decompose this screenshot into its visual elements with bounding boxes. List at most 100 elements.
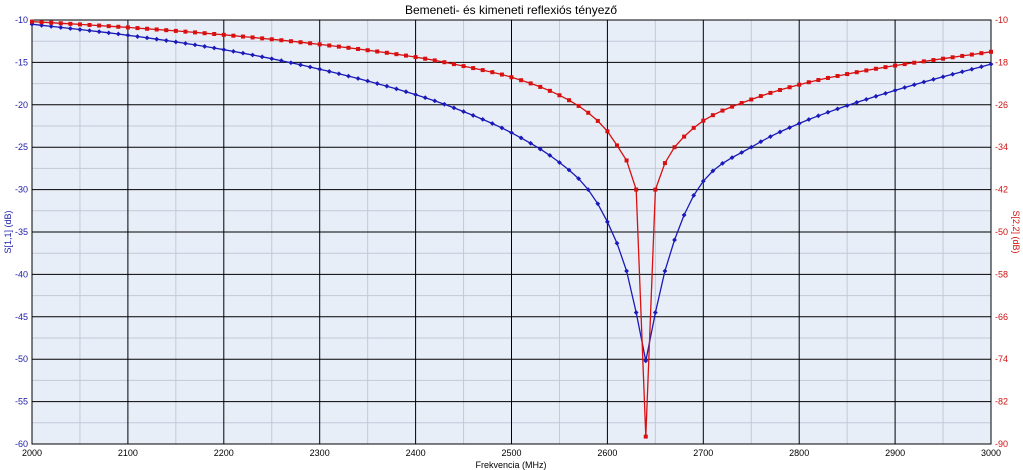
data-point-s-2-2-db (960, 53, 965, 58)
data-point-s-2-2-db (989, 49, 993, 54)
data-point-s-1-1-db (557, 160, 562, 165)
data-point-s-1-1-db (729, 155, 735, 160)
data-point-s-1-1-db (403, 89, 409, 95)
data-point-s-1-1-db (230, 48, 236, 54)
data-point-s-1-1-db (451, 105, 457, 111)
data-point-s-1-1-db (87, 28, 92, 34)
data-point-s-2-2-db (49, 20, 54, 25)
data-point-s-1-1-db (633, 310, 639, 315)
data-point-s-1-1-db (326, 69, 332, 74)
data-point-s-1-1-db (700, 178, 706, 184)
x-tick-label: 2600 (597, 448, 617, 458)
data-point-s-2-2-db (749, 97, 754, 102)
y-tick-label-left: -55 (15, 397, 28, 407)
data-point-s-1-1-db (441, 101, 447, 107)
y-tick-label-right: -26 (995, 100, 1008, 110)
data-point-s-1-1-db (595, 201, 601, 207)
data-point-s-2-2-db (461, 64, 466, 69)
data-point-s-2-2-db (499, 72, 504, 77)
data-point-s-1-1-db (221, 47, 227, 53)
data-point-s-1-1-db (298, 62, 303, 68)
data-point-s-2-2-db (394, 52, 399, 57)
data-point-s-2-2-db (634, 187, 639, 192)
data-point-s-2-2-db (816, 78, 821, 83)
data-point-s-1-1-db (528, 140, 534, 146)
data-point-s-2-2-db (567, 98, 572, 103)
data-point-s-1-1-db (48, 23, 54, 29)
data-point-s-1-1-db (154, 36, 160, 42)
x-tick-label: 2400 (406, 448, 426, 458)
data-point-s-2-2-db (931, 58, 936, 63)
data-point-s-2-2-db (240, 34, 245, 39)
data-point-s-1-1-db (681, 212, 687, 218)
data-point-s-2-2-db (404, 53, 409, 58)
data-point-s-2-2-db (58, 21, 63, 26)
data-point-s-1-1-db (259, 54, 265, 60)
x-axis-label: Frekvencia (MHz) (475, 460, 546, 470)
data-point-s-2-2-db (298, 40, 303, 45)
data-point-s-2-2-db (384, 50, 389, 55)
data-point-s-2-2-db (212, 32, 217, 37)
data-point-s-2-2-db (547, 88, 552, 93)
data-point-s-2-2-db (97, 23, 102, 28)
data-point-s-2-2-db (941, 56, 946, 61)
y-tick-label-right: -10 (995, 15, 1008, 25)
data-point-s-1-1-db (921, 79, 927, 85)
data-point-s-2-2-db (308, 41, 313, 46)
y-tick-label-right: -34 (995, 142, 1008, 152)
data-point-s-2-2-db (519, 78, 524, 83)
data-point-s-1-1-db (547, 152, 553, 158)
data-point-s-2-2-db (317, 42, 322, 47)
data-point-s-1-1-db (758, 139, 764, 145)
x-tick-label: 2200 (214, 448, 234, 458)
data-point-s-2-2-db (269, 37, 274, 42)
data-point-s-2-2-db (691, 125, 696, 130)
data-point-s-1-1-db (125, 32, 131, 38)
major-grid (32, 20, 991, 444)
data-point-s-2-2-db (288, 39, 293, 44)
data-point-s-1-1-db (777, 129, 783, 135)
data-point-s-2-2-db (720, 108, 725, 113)
data-point-s-1-1-db (365, 78, 371, 84)
data-point-s-2-2-db (509, 75, 514, 80)
y-tick-label-right: -50 (995, 227, 1008, 237)
data-point-s-1-1-db (720, 161, 725, 166)
data-point-s-2-2-db (969, 52, 974, 57)
y-tick-label-left: -40 (15, 269, 28, 279)
data-point-s-2-2-db (413, 55, 418, 60)
data-point-s-1-1-db (336, 71, 342, 77)
data-point-s-1-1-db (499, 125, 505, 131)
data-point-s-2-2-db (806, 80, 811, 85)
data-point-s-2-2-db (39, 20, 44, 25)
data-point-s-2-2-db (797, 82, 802, 87)
data-point-s-1-1-db (815, 113, 821, 119)
data-point-s-1-1-db (346, 73, 351, 79)
data-point-s-1-1-db (537, 146, 543, 152)
data-point-s-1-1-db (873, 93, 879, 99)
data-point-s-2-2-db (471, 66, 476, 71)
data-point-s-2-2-db (643, 434, 648, 439)
data-point-s-2-2-db (653, 187, 658, 192)
data-point-s-1-1-db (931, 76, 936, 82)
data-point-s-1-1-db (163, 38, 169, 43)
data-point-s-2-2-db (624, 158, 629, 163)
data-point-s-2-2-db (921, 59, 926, 64)
x-tick-label: 2300 (310, 448, 330, 458)
data-point-s-1-1-db (576, 176, 582, 182)
data-point-s-2-2-db (327, 43, 332, 48)
data-point-s-2-2-db (145, 26, 150, 31)
data-point-s-2-2-db (864, 68, 869, 73)
data-point-s-2-2-db (336, 44, 341, 49)
x-tick-label: 2100 (118, 448, 138, 458)
y-tick-label-left: -25 (15, 142, 28, 152)
data-point-s-2-2-db (77, 22, 82, 27)
data-point-s-2-2-db (778, 87, 783, 92)
data-point-s-1-1-db (509, 130, 514, 136)
data-point-s-1-1-db (422, 95, 428, 101)
data-point-s-1-1-db (240, 50, 246, 56)
data-point-s-1-1-db (863, 96, 869, 102)
data-point-s-1-1-db (374, 81, 380, 86)
data-point-s-2-2-db (202, 31, 207, 36)
data-point-s-2-2-db (451, 62, 456, 67)
